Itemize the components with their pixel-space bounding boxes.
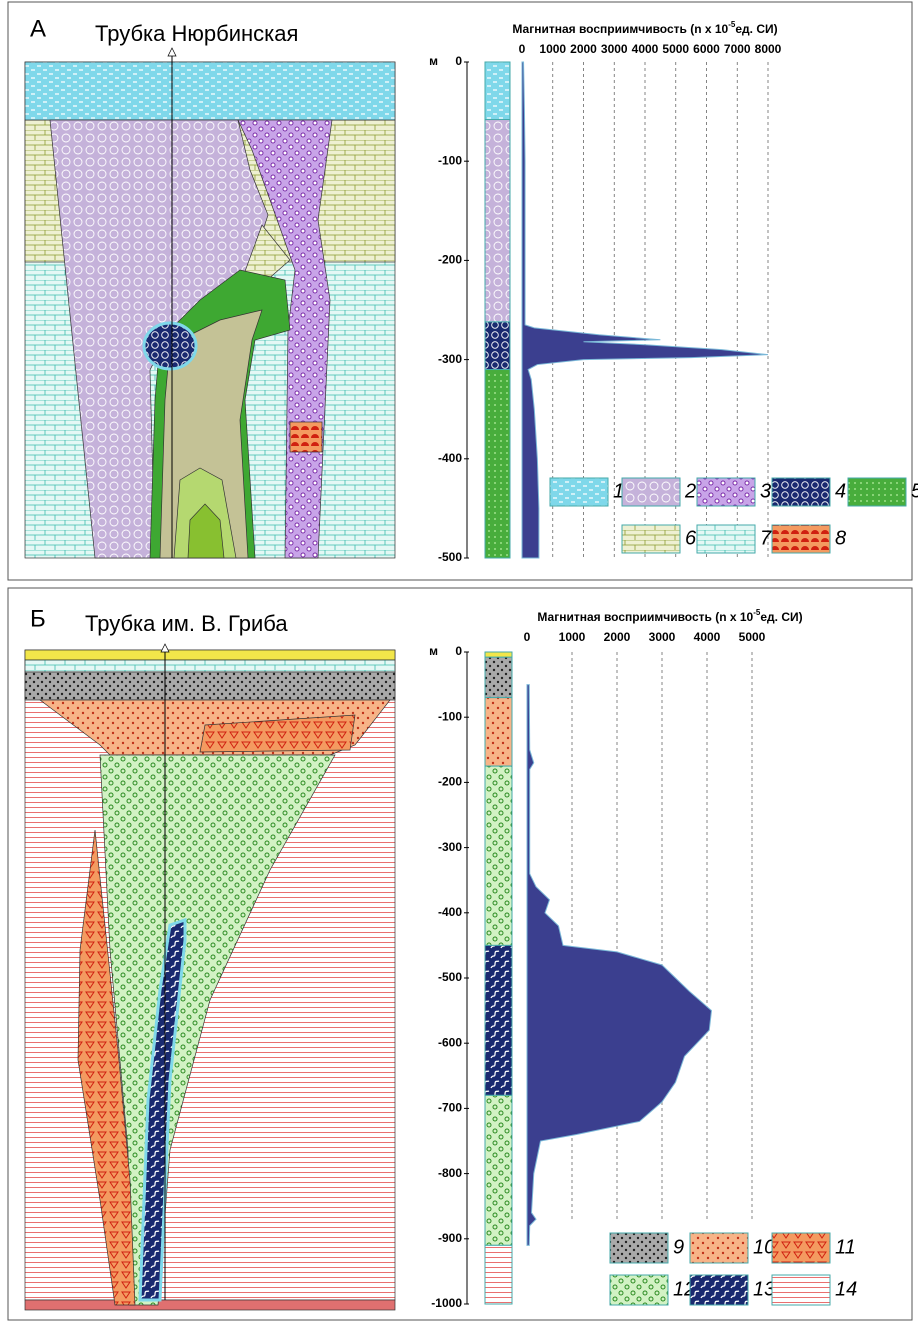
y-tick-label: -700	[438, 1101, 462, 1115]
legend-label: 11	[835, 1236, 856, 1258]
y-unit: м	[429, 644, 438, 658]
column-layer	[485, 1245, 512, 1304]
x-axis-label: Магнитная восприимчивость (n x 10-5ед. С…	[537, 608, 802, 624]
legend-swatch	[550, 478, 608, 506]
x-tick-label: 5000	[739, 630, 766, 644]
legend-swatch	[622, 525, 680, 553]
y-tick-label: -400	[438, 905, 462, 919]
column-layer	[485, 766, 512, 945]
y-tick-label: -600	[438, 1035, 462, 1049]
legend-label: 14	[835, 1278, 857, 1300]
y-tick-label: -500	[438, 970, 462, 984]
panel-title: Трубка им. В. Гриба	[85, 611, 288, 636]
column-layer	[485, 657, 512, 697]
legend-label: 4	[835, 480, 846, 502]
legend-label: 2	[684, 480, 696, 502]
y-unit: м	[429, 54, 438, 68]
cross-section	[25, 48, 395, 558]
x-tick-label: 5000	[662, 42, 689, 56]
y-tick-label: -100	[438, 153, 462, 167]
legend-swatch	[622, 478, 680, 506]
x-axis-label-end: ед. СИ)	[760, 610, 802, 624]
legend-label: 9	[673, 1236, 684, 1258]
y-tick-label: -100	[438, 709, 462, 723]
x-tick-label: 0	[524, 630, 531, 644]
x-tick-label: 4000	[694, 630, 721, 644]
y-tick-label: -400	[438, 451, 462, 465]
legend-swatch	[690, 1233, 748, 1263]
legend-swatch	[772, 1233, 830, 1263]
column-layer	[485, 1095, 512, 1245]
y-tick-label: -900	[438, 1231, 462, 1245]
legend-swatch	[772, 478, 830, 506]
x-tick-label: 2000	[570, 42, 597, 56]
legend-label: 8	[835, 527, 846, 549]
y-tick-label: -1000	[431, 1296, 462, 1310]
column-layer	[485, 322, 510, 370]
x-tick-label: 6000	[693, 42, 720, 56]
legend-label: 3	[760, 480, 771, 502]
legend-swatch	[697, 478, 755, 506]
y-tick-label: 0	[455, 644, 462, 658]
y-tick-label: -200	[438, 253, 462, 267]
x-tick-label: 7000	[724, 42, 751, 56]
legend-swatch	[772, 525, 830, 553]
y-tick-label: 0	[455, 54, 462, 68]
legend-label: 5	[911, 480, 918, 502]
legend-swatch	[690, 1275, 748, 1305]
legend-swatch	[610, 1233, 668, 1263]
legend-label: 7	[760, 527, 772, 549]
legend-swatch	[610, 1275, 668, 1305]
susceptibility-profile	[527, 685, 712, 1246]
x-tick-label: 3000	[601, 42, 628, 56]
x-axis-label-end: ед. СИ)	[735, 22, 777, 36]
y-tick-label: -800	[438, 1166, 462, 1180]
x-tick-label: 0	[519, 42, 526, 56]
panel-label: Б	[30, 605, 46, 632]
x-axis-label: Магнитная восприимчивость (n x 10-5ед. С…	[512, 20, 777, 36]
x-tick-label: 4000	[632, 42, 659, 56]
x-tick-label: 3000	[649, 630, 676, 644]
legend-swatch	[772, 1275, 830, 1305]
x-axis-label-text: Магнитная восприимчивость (n x 10	[512, 22, 728, 36]
legend-label: 6	[685, 527, 697, 549]
cross-section	[25, 644, 395, 1310]
x-tick-label: 1000	[539, 42, 566, 56]
legend-swatch	[848, 478, 906, 506]
panel-label: А	[30, 15, 46, 42]
y-tick-label: -500	[438, 550, 462, 564]
y-tick-label: -200	[438, 775, 462, 789]
x-axis-label-text: Магнитная восприимчивость (n x 10	[537, 610, 753, 624]
x-tick-label: 1000	[559, 630, 586, 644]
figure: А Трубка Нюрбинская Магнитная восприимчиво…	[0, 0, 918, 1326]
x-tick-label: 2000	[604, 630, 631, 644]
panel-title: Трубка Нюрбинская	[95, 21, 298, 46]
y-tick-label: -300	[438, 352, 462, 366]
column-layer	[485, 945, 512, 1095]
column-layer	[485, 62, 510, 120]
column-layer	[485, 698, 512, 766]
y-tick-label: -300	[438, 840, 462, 854]
column-layer	[485, 120, 510, 322]
column-layer	[485, 652, 512, 657]
x-tick-label: 8000	[755, 42, 782, 56]
legend-swatch	[697, 525, 755, 553]
column-layer	[485, 370, 510, 558]
